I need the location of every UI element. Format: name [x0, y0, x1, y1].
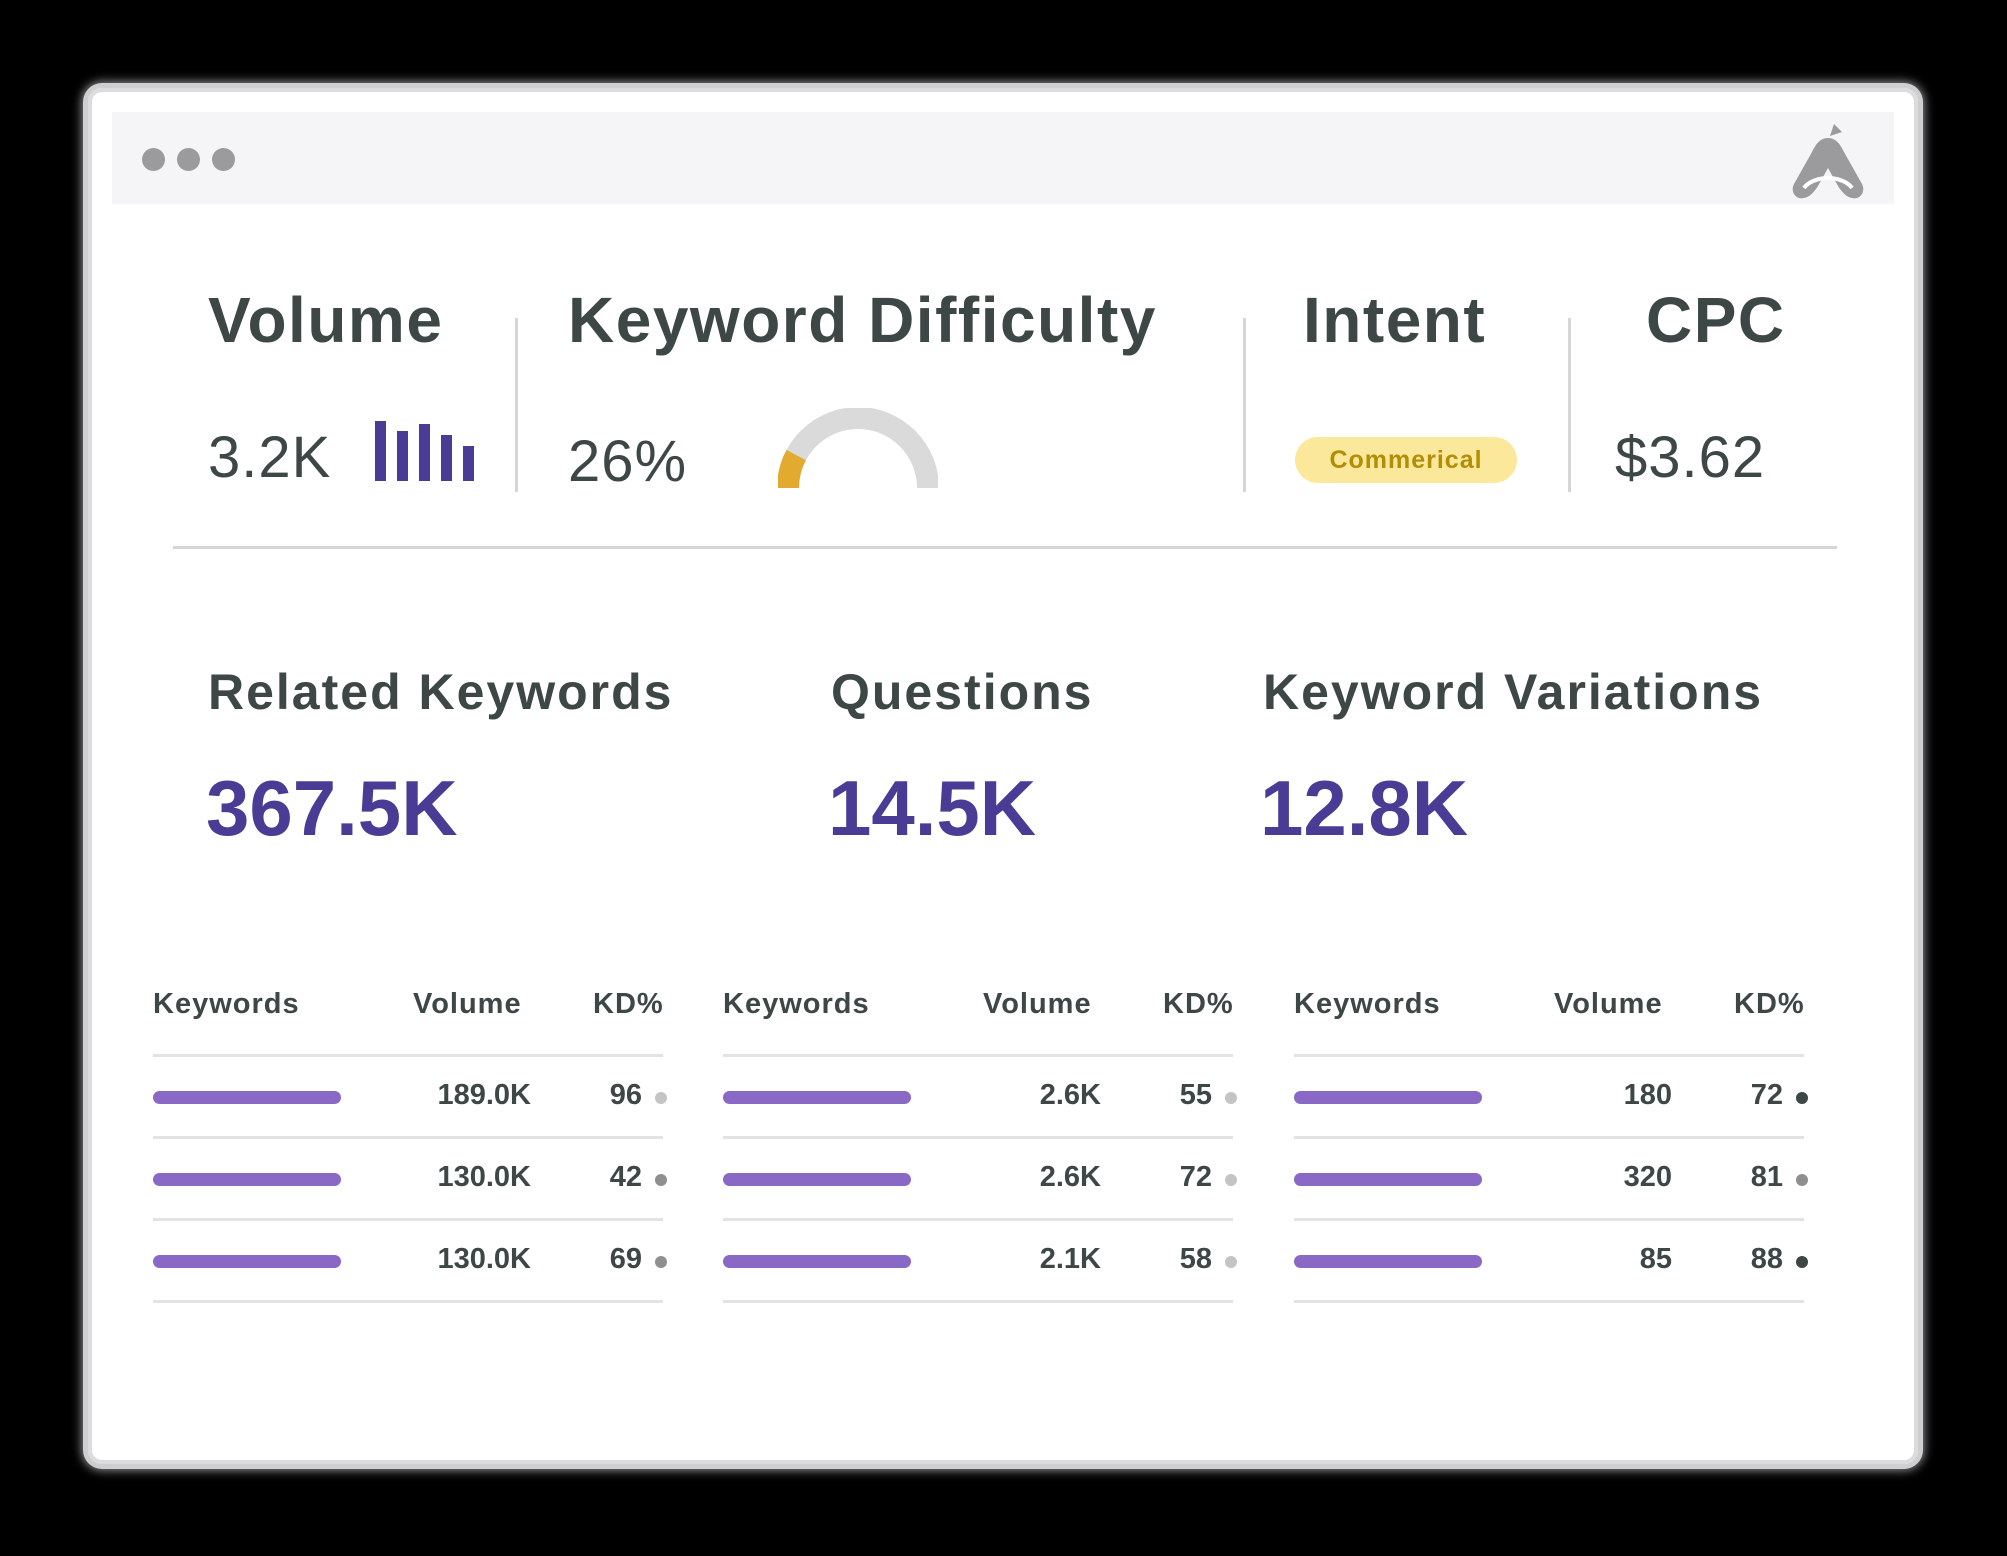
header-kd: KD% [593, 988, 664, 1020]
kd-indicator-dot [655, 1174, 667, 1186]
header-keywords: Keywords [723, 988, 870, 1020]
row-divider [153, 1054, 663, 1057]
header-volume: Volume [413, 988, 522, 1020]
row-divider [1294, 1054, 1804, 1057]
row-divider [723, 1300, 1233, 1303]
brand-logo-icon [1792, 124, 1864, 199]
kd-cell: 42 [609, 1161, 642, 1193]
related-keywords-label: Related Keywords [208, 664, 674, 720]
keyword-table: Keywords Volume KD% 2.6K 55 2.6K 72 2.1K 58 [723, 988, 1243, 1408]
window-control-dot[interactable] [212, 148, 235, 171]
cpc-value: $3.62 [1615, 425, 1766, 490]
keyword-difficulty-label: Keyword Difficulty [568, 284, 1157, 356]
keyword-bar[interactable] [723, 1255, 911, 1268]
row-divider [1294, 1136, 1804, 1139]
header-kd: KD% [1163, 988, 1234, 1020]
intent-badge: Commerical [1295, 437, 1517, 483]
volume-cell: 130.0K [437, 1161, 531, 1193]
header-keywords: Keywords [1294, 988, 1441, 1020]
row-divider [153, 1136, 663, 1139]
window-control-dot[interactable] [142, 148, 165, 171]
row-divider [153, 1218, 663, 1221]
volume-cell: 2.6K [1039, 1079, 1101, 1111]
row-divider [153, 1300, 663, 1303]
row-divider [723, 1218, 1233, 1221]
row-divider [1294, 1300, 1804, 1303]
kd-indicator-dot [1225, 1256, 1237, 1268]
volume-cell: 320 [1623, 1161, 1672, 1193]
title-bar [112, 112, 1894, 204]
kd-indicator-dot [1796, 1174, 1808, 1186]
keyword-variations-label: Keyword Variations [1263, 664, 1764, 720]
kd-cell: 69 [609, 1243, 642, 1275]
keyword-bar[interactable] [1294, 1173, 1482, 1186]
volume-cell: 85 [1639, 1243, 1672, 1275]
keyword-difficulty-value: 26% [568, 429, 688, 494]
intent-label: Intent [1303, 284, 1487, 356]
keyword-bar[interactable] [1294, 1091, 1482, 1104]
keyword-bar[interactable] [723, 1091, 911, 1104]
bar-chart-icon [375, 421, 474, 481]
header-volume: Volume [983, 988, 1092, 1020]
cpc-label: CPC [1646, 284, 1786, 356]
kd-indicator-dot [655, 1256, 667, 1268]
header-volume: Volume [1554, 988, 1663, 1020]
kd-cell: 88 [1750, 1243, 1783, 1275]
divider [1243, 318, 1246, 492]
volume-label: Volume [208, 284, 444, 356]
related-keywords-value[interactable]: 367.5K [206, 764, 458, 852]
kd-cell: 81 [1750, 1161, 1783, 1193]
kd-cell: 55 [1179, 1079, 1212, 1111]
section-divider [173, 546, 1837, 549]
volume-cell: 189.0K [437, 1079, 531, 1111]
kd-indicator-dot [1225, 1092, 1237, 1104]
divider [515, 318, 518, 492]
keyword-bar[interactable] [153, 1255, 341, 1268]
keyword-variations-value[interactable]: 12.8K [1260, 764, 1469, 852]
volume-cell: 130.0K [437, 1243, 531, 1275]
keyword-bar[interactable] [153, 1173, 341, 1186]
header-kd: KD% [1734, 988, 1805, 1020]
kd-indicator-dot [655, 1092, 667, 1104]
keyword-table: Keywords Volume KD% 189.0K 96 130.0K 42 130.0K 6… [153, 988, 673, 1408]
volume-cell: 2.1K [1039, 1243, 1101, 1275]
keyword-bar[interactable] [1294, 1255, 1482, 1268]
volume-cell: 180 [1623, 1079, 1672, 1111]
kd-indicator-dot [1796, 1256, 1808, 1268]
kd-indicator-dot [1225, 1174, 1237, 1186]
divider [1568, 318, 1571, 492]
questions-label: Questions [831, 664, 1094, 720]
row-divider [723, 1136, 1233, 1139]
row-divider [723, 1054, 1233, 1057]
row-divider [1294, 1218, 1804, 1221]
keyword-bar[interactable] [723, 1173, 911, 1186]
kd-cell: 96 [609, 1079, 642, 1111]
header-keywords: Keywords [153, 988, 300, 1020]
kd-cell: 72 [1750, 1079, 1783, 1111]
app-window: Volume 3.2K Keyword Difficulty 26% Inten… [88, 88, 1918, 1464]
questions-value[interactable]: 14.5K [828, 764, 1037, 852]
keyword-bar[interactable] [153, 1091, 341, 1104]
keyword-table: Keywords Volume KD% 180 72 320 81 85 88 [1294, 988, 1814, 1408]
volume-cell: 2.6K [1039, 1161, 1101, 1193]
kd-cell: 72 [1179, 1161, 1212, 1193]
difficulty-gauge [778, 408, 938, 489]
volume-value: 3.2K [208, 425, 332, 490]
window-control-dot[interactable] [177, 148, 200, 171]
kd-cell: 58 [1179, 1243, 1212, 1275]
kd-indicator-dot [1796, 1092, 1808, 1104]
